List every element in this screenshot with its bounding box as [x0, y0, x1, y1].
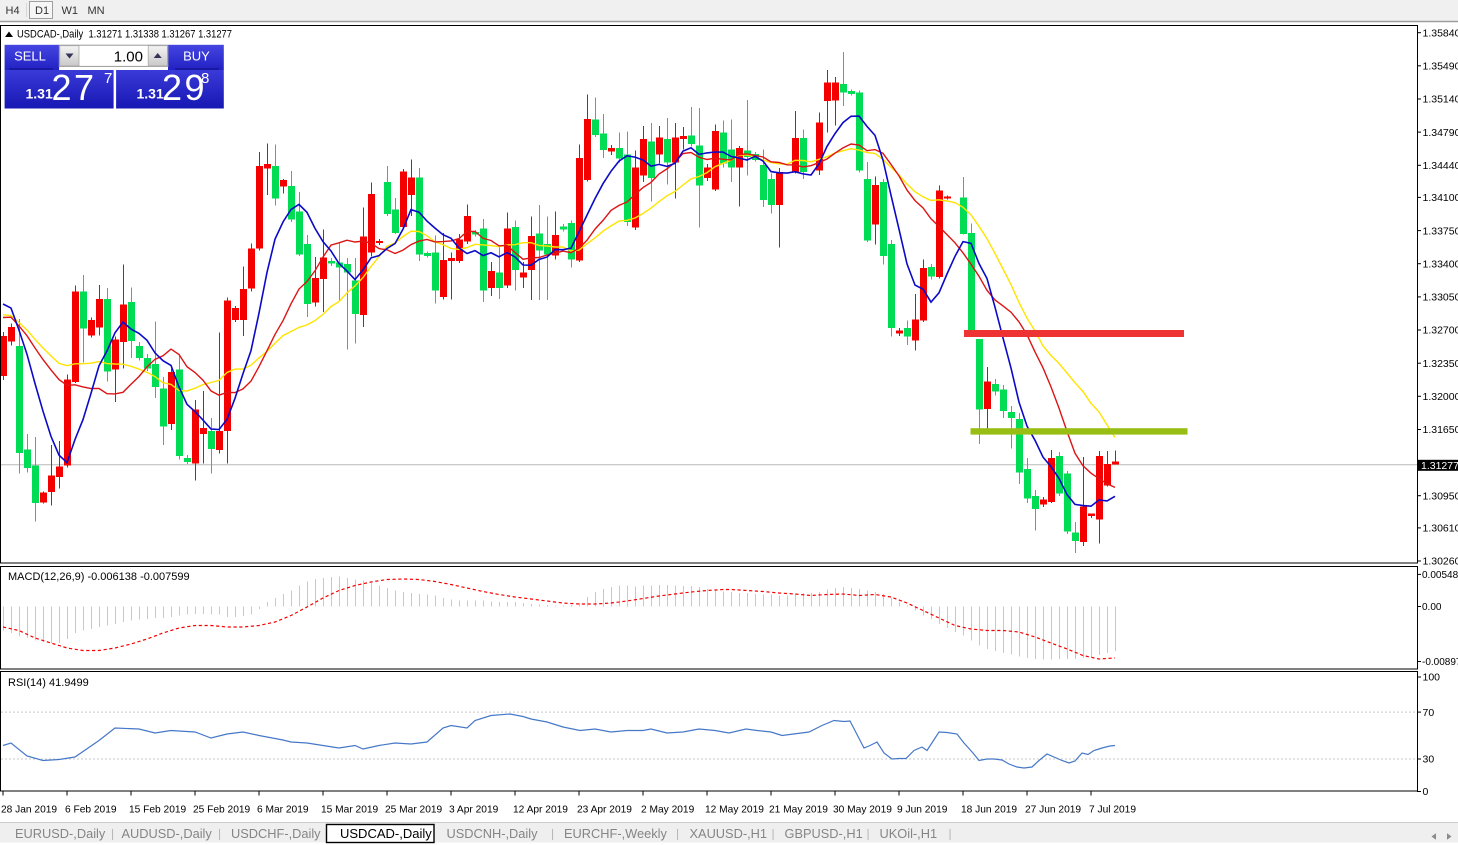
svg-text:25 Mar 2019: 25 Mar 2019 — [385, 805, 443, 816]
svg-text:1.34440: 1.34440 — [1423, 160, 1458, 172]
svg-text:2 May 2019: 2 May 2019 — [641, 805, 695, 816]
svg-text:1.33400: 1.33400 — [1423, 258, 1458, 270]
svg-text:SELL: SELL — [14, 49, 46, 64]
svg-text:6 Mar 2019: 6 Mar 2019 — [257, 805, 309, 816]
svg-text:1.30610: 1.30610 — [1423, 523, 1458, 535]
svg-text:1.31277: 1.31277 — [1421, 460, 1458, 472]
svg-text:USDCNH-,Daily: USDCNH-,Daily — [447, 826, 539, 841]
svg-text:70: 70 — [1423, 707, 1435, 719]
svg-text:|: | — [949, 827, 952, 841]
svg-text:W1: W1 — [62, 5, 79, 17]
svg-text:UKOil-,H1: UKOil-,H1 — [880, 826, 938, 841]
svg-text:18 Jun 2019: 18 Jun 2019 — [961, 805, 1017, 816]
svg-text:15 Feb 2019: 15 Feb 2019 — [129, 805, 187, 816]
svg-text:1.31: 1.31 — [137, 86, 164, 102]
svg-text:EURCHF-,Weekly: EURCHF-,Weekly — [564, 826, 667, 841]
svg-text:XAUUSD-,H1: XAUUSD-,H1 — [690, 826, 768, 841]
svg-text:3 Apr 2019: 3 Apr 2019 — [449, 805, 499, 816]
svg-text:28 Jan 2019: 28 Jan 2019 — [1, 805, 57, 816]
svg-text:RSI(14) 41.9499: RSI(14) 41.9499 — [8, 677, 89, 689]
svg-text:6 Feb 2019: 6 Feb 2019 — [65, 805, 117, 816]
svg-text:9 Jun 2019: 9 Jun 2019 — [897, 805, 948, 816]
svg-text:1.31650: 1.31650 — [1423, 424, 1458, 436]
svg-text:H4: H4 — [6, 5, 20, 17]
svg-text:AUDUSD-,Daily: AUDUSD-,Daily — [122, 826, 213, 841]
svg-text:23 Apr 2019: 23 Apr 2019 — [577, 805, 632, 816]
svg-text:USDCHF-,Daily: USDCHF-,Daily — [231, 826, 321, 841]
svg-text:25 Feb 2019: 25 Feb 2019 — [193, 805, 251, 816]
svg-text:1.34100: 1.34100 — [1423, 192, 1458, 204]
svg-text:|: | — [551, 827, 554, 841]
svg-text:1.32350: 1.32350 — [1423, 358, 1458, 370]
svg-text:27 Jun 2019: 27 Jun 2019 — [1025, 805, 1081, 816]
svg-text:15 Mar 2019: 15 Mar 2019 — [321, 805, 379, 816]
svg-text:USDCAD-,Daily: USDCAD-,Daily — [340, 826, 432, 841]
svg-text:27: 27 — [52, 67, 97, 108]
svg-text:1.00: 1.00 — [114, 49, 143, 66]
svg-text:12 Apr 2019: 12 Apr 2019 — [513, 805, 568, 816]
svg-text:8: 8 — [201, 70, 209, 87]
svg-text:MN: MN — [88, 5, 105, 17]
svg-text:1.35140: 1.35140 — [1423, 94, 1458, 106]
svg-text:0.00: 0.00 — [1422, 602, 1442, 613]
svg-text:|: | — [111, 827, 114, 841]
svg-text:1.34790: 1.34790 — [1423, 127, 1458, 139]
svg-text:21 May 2019: 21 May 2019 — [769, 805, 828, 816]
svg-text:1.32700: 1.32700 — [1423, 325, 1458, 337]
svg-text:BUY: BUY — [183, 49, 210, 64]
svg-text:GBPUSD-,H1: GBPUSD-,H1 — [785, 826, 863, 841]
svg-text:-0.008977: -0.008977 — [1422, 657, 1458, 668]
svg-text:30 May 2019: 30 May 2019 — [833, 805, 892, 816]
svg-text:0: 0 — [1423, 786, 1429, 798]
svg-text:D1: D1 — [35, 5, 49, 17]
svg-text:1.35840: 1.35840 — [1423, 27, 1458, 39]
svg-text:1.30950: 1.30950 — [1423, 490, 1458, 502]
svg-text:|: | — [218, 827, 221, 841]
svg-text:1.30260: 1.30260 — [1423, 556, 1458, 568]
svg-text:1.35490: 1.35490 — [1423, 61, 1458, 73]
svg-text:0.005484: 0.005484 — [1422, 570, 1458, 581]
svg-text:|: | — [867, 827, 870, 841]
svg-text:29: 29 — [162, 67, 207, 108]
svg-text:USDCAD-,Daily 1.31271 1.31338: USDCAD-,Daily 1.31271 1.31338 1.31267 1.… — [17, 29, 232, 41]
svg-text:1.31: 1.31 — [26, 86, 53, 102]
svg-text:1.33750: 1.33750 — [1423, 225, 1458, 237]
svg-text:1.32000: 1.32000 — [1423, 391, 1458, 403]
svg-text:12 May 2019: 12 May 2019 — [705, 805, 764, 816]
svg-text:1.33050: 1.33050 — [1423, 292, 1458, 304]
svg-text:7 Jul 2019: 7 Jul 2019 — [1089, 805, 1136, 816]
svg-text:EURUSD-,Daily: EURUSD-,Daily — [15, 826, 106, 841]
svg-text:MACD(12,26,9) -0.006138 -0.007: MACD(12,26,9) -0.006138 -0.007599 — [8, 571, 190, 583]
svg-text:30: 30 — [1423, 754, 1435, 766]
svg-text:7: 7 — [104, 70, 112, 87]
svg-text:|: | — [772, 827, 775, 841]
svg-text:|: | — [676, 827, 679, 841]
svg-text:100: 100 — [1423, 672, 1441, 684]
